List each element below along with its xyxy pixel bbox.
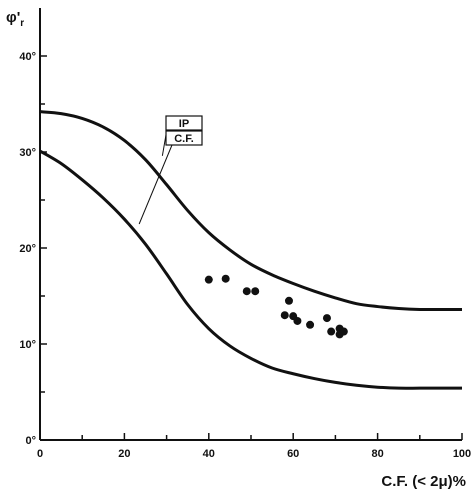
y-tick-label: 30° [19, 147, 36, 159]
data-point [322, 314, 331, 323]
data-point [251, 287, 260, 296]
y-tick-label: 40° [19, 51, 36, 63]
x-tick-label: 80 [371, 448, 383, 460]
x-tick-label: 100 [453, 448, 471, 460]
data-point [204, 275, 213, 284]
y-tick-label: 20° [19, 243, 36, 255]
data-point [327, 327, 336, 336]
axes [39, 8, 462, 441]
data-point [280, 311, 289, 320]
x-tick-label: 60 [287, 448, 299, 460]
y-tick-label: 0° [25, 435, 36, 447]
legend-box [165, 130, 203, 146]
x-tick-label: 0 [37, 448, 43, 460]
legend-box-label: C.F. [174, 133, 194, 145]
data-point [293, 316, 302, 325]
data-point [284, 296, 293, 305]
x-tick-label: 40 [203, 448, 215, 460]
data-point [306, 320, 315, 329]
points [204, 274, 348, 339]
curve-ip [39, 110, 462, 312]
legend-boxes: IP C.F. [138, 115, 203, 225]
curves [39, 110, 463, 390]
data-point [242, 287, 251, 296]
y-tick-label: 10° [19, 339, 36, 351]
curve-cf [39, 149, 463, 390]
legend-box-label: IP [179, 118, 189, 130]
ticks: 0 20 40 60 80 100 0° 10° 20° 30° 40° [19, 51, 471, 460]
data-point [339, 327, 348, 336]
y-axis-title-sub: r [20, 18, 24, 29]
y-axis-title: φ'r [6, 9, 24, 29]
data-point [221, 274, 230, 283]
x-axis-title: C.F. (< 2μ)% [381, 473, 466, 490]
leader-line-cf [138, 144, 173, 225]
x-tick-label: 20 [118, 448, 130, 460]
y-axis-title-main: φ' [6, 9, 20, 26]
legend-box [165, 115, 203, 131]
